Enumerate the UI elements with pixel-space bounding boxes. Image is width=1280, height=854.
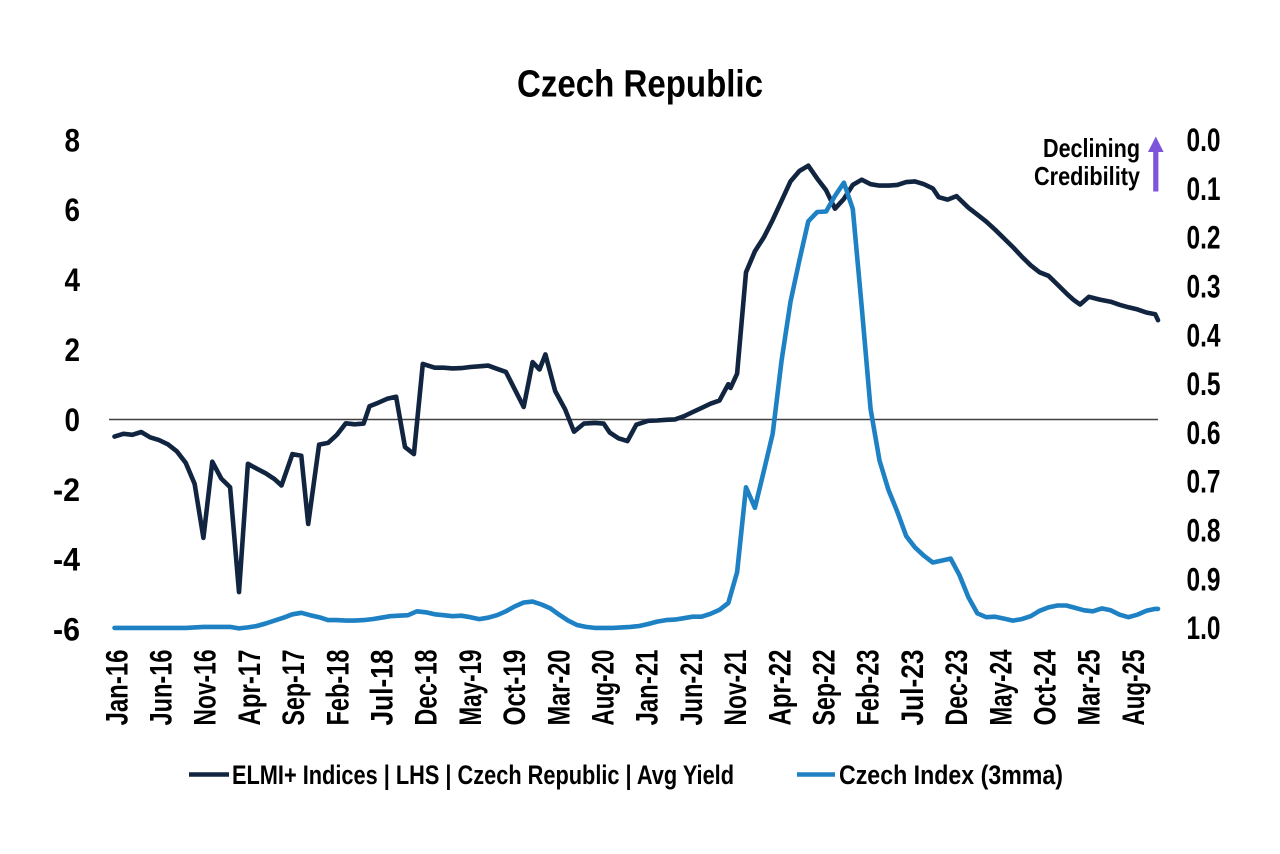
svg-text:0.3: 0.3 [1187, 269, 1221, 305]
svg-text:ELMI+ Indices | LHS | Czech Re: ELMI+ Indices | LHS | Czech Republic | A… [232, 760, 734, 790]
svg-text:0.6: 0.6 [1187, 415, 1221, 451]
svg-text:0.2: 0.2 [1187, 220, 1221, 256]
svg-text:Mar-25: Mar-25 [1071, 650, 1107, 726]
svg-text:0.8: 0.8 [1187, 513, 1221, 549]
svg-text:Sep-17: Sep-17 [275, 650, 311, 726]
svg-text:May-24: May-24 [982, 649, 1018, 725]
svg-text:Sep-22: Sep-22 [806, 650, 842, 726]
svg-text:Dec-23: Dec-23 [938, 650, 974, 726]
svg-text:Mar-20: Mar-20 [540, 650, 576, 726]
svg-text:Jul-23: Jul-23 [894, 650, 930, 726]
svg-text:Czech Republic: Czech Republic [517, 64, 763, 106]
svg-text:Feb-18: Feb-18 [319, 650, 355, 726]
svg-text:6: 6 [65, 192, 81, 228]
svg-text:Apr-17: Apr-17 [231, 650, 267, 726]
svg-text:Jun-16: Jun-16 [143, 650, 179, 726]
svg-text:Aug-25: Aug-25 [1115, 650, 1151, 726]
svg-text:0.7: 0.7 [1187, 464, 1221, 500]
svg-text:4: 4 [65, 262, 81, 298]
svg-text:1.0: 1.0 [1187, 610, 1221, 646]
svg-text:0.4: 0.4 [1187, 317, 1221, 353]
svg-text:Declining: Declining [1043, 133, 1140, 163]
svg-text:May-19: May-19 [452, 650, 488, 726]
svg-text:Jun-21: Jun-21 [673, 650, 709, 726]
svg-text:0.0: 0.0 [1187, 122, 1221, 158]
svg-text:0.9: 0.9 [1187, 561, 1221, 597]
svg-text:Nov-16: Nov-16 [187, 650, 223, 726]
svg-text:0.1: 0.1 [1187, 171, 1221, 207]
svg-text:-2: -2 [53, 472, 80, 508]
svg-text:Credibility: Credibility [1034, 161, 1140, 191]
svg-text:Jul-18: Jul-18 [364, 650, 400, 726]
svg-text:Jan-21: Jan-21 [629, 650, 665, 726]
svg-text:0.5: 0.5 [1187, 366, 1221, 402]
svg-text:0: 0 [65, 402, 81, 438]
svg-text:Dec-18: Dec-18 [408, 650, 444, 726]
svg-text:Apr-22: Apr-22 [761, 650, 797, 726]
svg-text:Aug-20: Aug-20 [585, 650, 621, 726]
svg-text:8: 8 [65, 122, 81, 158]
svg-text:Oct-24: Oct-24 [1027, 649, 1063, 725]
svg-text:Feb-23: Feb-23 [850, 650, 886, 726]
svg-text:-4: -4 [53, 542, 80, 578]
svg-text:Oct-19: Oct-19 [496, 650, 532, 726]
svg-text:Czech Index (3mma): Czech Index (3mma) [839, 760, 1063, 790]
svg-text:2: 2 [65, 332, 81, 368]
svg-text:-6: -6 [53, 612, 80, 648]
svg-text:Nov-21: Nov-21 [717, 650, 753, 726]
svg-text:Jan-16: Jan-16 [98, 650, 134, 726]
